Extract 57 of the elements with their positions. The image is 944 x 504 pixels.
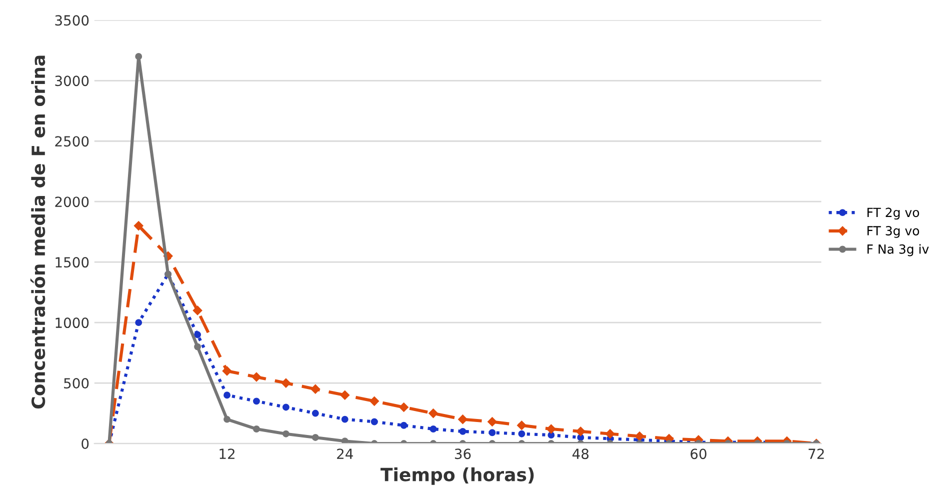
point: [312, 434, 319, 441]
point: [310, 384, 320, 394]
point: [252, 372, 262, 382]
point: [135, 52, 142, 60]
point: [517, 420, 526, 430]
point: [341, 416, 348, 423]
x-tick-label: 12: [220, 448, 234, 459]
point: [428, 408, 438, 418]
point: [194, 343, 202, 350]
x-axis-title: Tiempo (horas): [380, 467, 534, 485]
point: [253, 426, 260, 432]
legend-label: FT 2g vo: [868, 208, 920, 220]
y-tick-label: 1500: [56, 257, 89, 268]
y-tick-label: 2000: [55, 196, 89, 208]
x-tick-label: 72: [808, 448, 824, 459]
x-tick-label: 60: [690, 448, 706, 460]
x-tick-label: 24: [337, 448, 353, 459]
point: [488, 417, 497, 426]
point: [192, 306, 202, 316]
point: [370, 396, 379, 406]
point: [282, 404, 290, 411]
point: [458, 414, 468, 424]
point: [488, 429, 496, 436]
y-tick-label: 3000: [55, 76, 89, 86]
legend-label: FT 3g vo: [868, 226, 920, 238]
point: [546, 424, 556, 434]
y-axis-title: Concentración media de F en orina: [30, 56, 46, 408]
point: [282, 430, 290, 438]
point: [459, 428, 466, 435]
y-tick-label: 500: [64, 378, 89, 389]
point: [430, 426, 437, 432]
point: [312, 410, 319, 417]
point: [576, 426, 586, 436]
x-tick-label: 36: [454, 448, 471, 460]
y-tick-label: 1000: [56, 318, 89, 328]
point: [194, 331, 202, 338]
x-tick-label: 48: [572, 448, 589, 460]
point: [399, 402, 408, 412]
point: [605, 429, 615, 438]
point: [634, 432, 644, 441]
point: [135, 319, 142, 326]
point: [341, 438, 348, 444]
point: [281, 378, 291, 388]
point: [340, 390, 350, 400]
legend-label: F Na 3g iv: [868, 244, 929, 256]
y-tick-label: 3500: [55, 15, 89, 26]
point: [253, 398, 260, 405]
point: [224, 416, 230, 423]
y-tick-label: 2500: [55, 136, 89, 147]
point: [224, 392, 230, 399]
y-tick-label: 0: [82, 438, 89, 449]
point: [222, 366, 232, 376]
point: [400, 422, 408, 429]
point: [370, 418, 378, 426]
point: [518, 430, 526, 438]
point: [548, 432, 555, 439]
point: [134, 221, 144, 230]
